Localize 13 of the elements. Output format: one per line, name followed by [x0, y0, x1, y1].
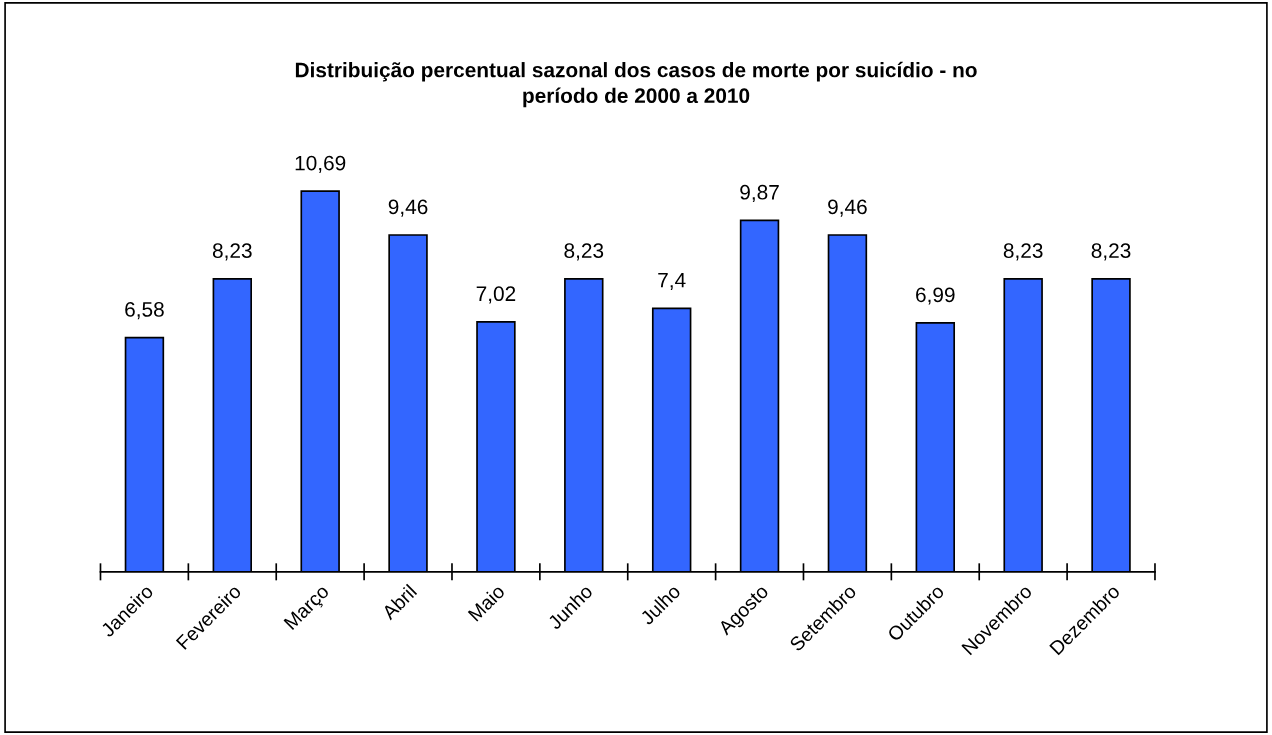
data-label: 8,23	[564, 243, 604, 261]
data-label: 8,23	[1091, 243, 1131, 261]
data-label: 9,46	[388, 199, 428, 217]
data-label: 6,58	[125, 302, 164, 320]
data-label: 8,23	[1003, 243, 1043, 261]
data-label: 7,4	[658, 273, 686, 291]
data-label: 9,46	[828, 199, 867, 217]
data-label: 6,99	[916, 287, 955, 305]
data-label: 10,69	[295, 155, 346, 173]
data-label: 9,87	[740, 184, 779, 203]
data-label: 8,23	[212, 243, 252, 261]
chart-title: Distribuição percentual sazonal dos casos de morte por suicídio - no período de 2000 a 2010	[295, 61, 977, 108]
data-label: 7,02	[476, 286, 516, 304]
